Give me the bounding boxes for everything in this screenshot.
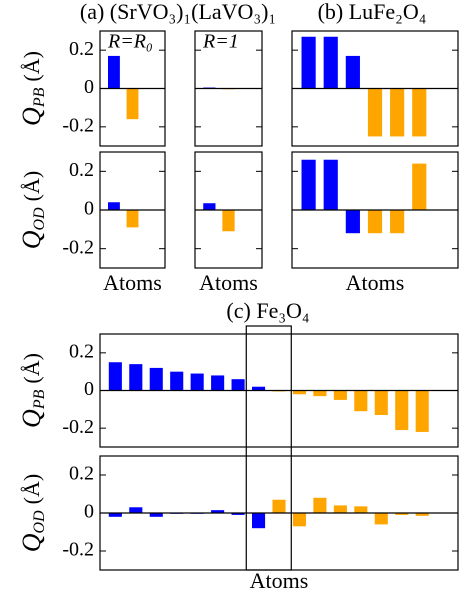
bar — [292, 513, 307, 527]
bar — [231, 513, 245, 515]
bar — [415, 513, 429, 516]
y-tick-label: 0.2 — [69, 340, 94, 362]
y-label-symbol: Q — [17, 409, 46, 428]
bar — [415, 390, 429, 432]
x-axis-label: Atoms — [199, 270, 258, 295]
y-label-subscript: PB — [31, 389, 48, 410]
y-label-subscript: OD — [31, 510, 48, 534]
y-tick-label: 0 — [84, 501, 94, 523]
bar — [354, 506, 368, 513]
frame — [291, 30, 459, 147]
bar — [390, 88, 405, 137]
bar — [129, 507, 143, 513]
y-tick-label: -0.2 — [62, 114, 94, 136]
bar — [126, 210, 139, 228]
bar — [354, 390, 368, 412]
bar — [301, 36, 316, 89]
bar — [333, 390, 347, 400]
x-axis-label: Atoms — [346, 270, 405, 295]
y-label-subscript: PB — [31, 87, 48, 108]
bar — [345, 210, 360, 234]
bar — [149, 513, 163, 517]
bar — [323, 159, 338, 210]
bar — [292, 390, 307, 395]
y-tick-label: 0 — [84, 76, 94, 98]
annotation: R=1 — [202, 31, 239, 53]
bar — [190, 373, 204, 391]
bar — [333, 505, 347, 513]
y-label-unit: (Å) — [19, 171, 44, 202]
bar — [222, 210, 235, 232]
bar — [211, 510, 225, 513]
bar — [203, 203, 216, 210]
bar — [345, 55, 360, 89]
y-label-symbol: Q — [17, 107, 46, 126]
bar — [129, 364, 143, 391]
bar — [367, 88, 383, 137]
bar — [108, 513, 122, 517]
y-axis-label: QPB (Å) — [17, 51, 48, 126]
bar — [374, 390, 388, 415]
frame — [291, 151, 459, 269]
y-tick-label: 0.2 — [69, 38, 94, 60]
bar — [251, 513, 266, 529]
bar — [149, 367, 163, 391]
y-label-symbol: Q — [17, 533, 46, 552]
bar — [390, 210, 405, 234]
bar — [107, 55, 120, 89]
y-tick-label: -0.2 — [62, 416, 94, 438]
bar — [251, 386, 266, 391]
x-axis-label: Atoms — [103, 270, 162, 295]
annotation: R=R₀ — [107, 31, 153, 53]
bar — [301, 159, 316, 210]
y-axis-label: QOD (Å) — [17, 171, 48, 249]
y-label-unit: (Å) — [19, 51, 44, 82]
bar — [367, 210, 383, 234]
y-tick-label: 0.2 — [69, 463, 94, 485]
bar — [395, 390, 409, 431]
y-label-symbol: Q — [17, 230, 46, 249]
bar — [108, 362, 122, 391]
y-tick-label: -0.2 — [62, 539, 94, 561]
bar — [412, 88, 427, 137]
bar — [107, 202, 120, 210]
bar — [231, 379, 245, 391]
y-tick-label: -0.2 — [62, 236, 94, 258]
y-tick-label: 0.2 — [69, 159, 94, 181]
frame — [99, 333, 459, 448]
bar — [374, 513, 388, 525]
bar — [313, 497, 327, 513]
bar — [272, 499, 286, 513]
y-label-unit: (Å) — [19, 474, 44, 505]
bar — [211, 375, 225, 391]
y-tick-label: 0 — [84, 198, 94, 220]
highlight-box — [245, 325, 292, 571]
panel-title: (a) (SrVO₃)₁(LaVO₃)₁ — [80, 0, 276, 24]
x-axis-label: Atoms — [250, 568, 309, 593]
y-label-unit: (Å) — [19, 353, 44, 384]
panel-title: (c) Fe₃O₄ — [226, 298, 309, 323]
bar — [313, 390, 327, 397]
y-axis-label: QOD (Å) — [17, 474, 48, 552]
frame — [99, 151, 166, 269]
frame — [99, 30, 166, 147]
y-axis-label: QPB (Å) — [17, 353, 48, 428]
bar — [323, 36, 338, 89]
y-tick-label: 0 — [84, 378, 94, 400]
panel-title: (b) LuFe₂O₄ — [318, 0, 427, 24]
frame — [194, 30, 263, 147]
bar — [412, 163, 427, 210]
y-label-subscript: OD — [31, 207, 48, 231]
bar — [395, 513, 409, 515]
frame — [194, 151, 263, 269]
bar — [126, 88, 139, 120]
bar — [170, 371, 184, 391]
